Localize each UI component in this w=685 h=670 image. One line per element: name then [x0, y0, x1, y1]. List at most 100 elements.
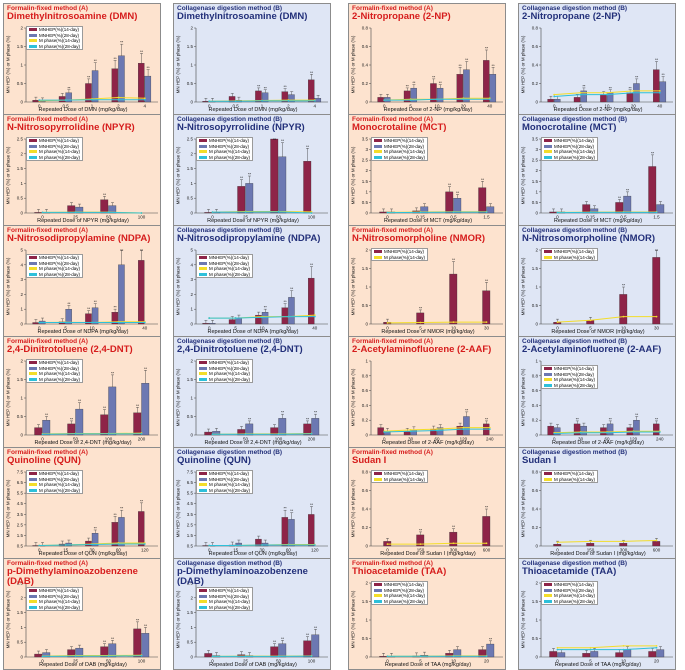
series-point: [590, 649, 592, 651]
bar: [35, 212, 43, 213]
legend-swatch: [374, 139, 382, 142]
legend-label: M phase(%)(28-day): [384, 155, 425, 160]
series-point: [633, 92, 635, 94]
x-axis-label: Repeated Dose of MCT (mg/kg/day): [519, 218, 676, 224]
y-tick-label: 2: [535, 581, 538, 586]
bar: [76, 409, 84, 435]
y-tick-label: 1: [190, 396, 193, 401]
significance-marker: **: [103, 639, 107, 644]
series-point: [387, 655, 389, 657]
bar: [312, 418, 320, 435]
y-axis-label: MN HEP (%) or M phase (%): [521, 585, 526, 655]
significance-marker: **: [485, 505, 489, 510]
legend-label: M phase(%)(28-day): [554, 383, 595, 388]
legend-label: MNHEP(%)(14-day): [39, 588, 79, 593]
legend-swatch: [544, 589, 552, 592]
legend-swatch: [544, 256, 552, 259]
significance-marker: **: [609, 85, 613, 90]
significance-marker: **: [281, 410, 285, 415]
legend-swatch: [29, 606, 37, 609]
bar: [203, 101, 209, 102]
bar: [138, 511, 144, 546]
significance-marker: **: [290, 508, 294, 513]
y-axis-label: MN HEP (%) or M phase (%): [351, 30, 356, 100]
bar: [101, 415, 109, 435]
legend-swatch: [199, 267, 207, 270]
chart-legend: MNHEP(%)(14-day)MNHEP(%)(28-day)M phase(…: [196, 137, 253, 161]
series-point: [387, 322, 389, 324]
y-tick-label: 4: [190, 262, 193, 267]
bar: [138, 260, 144, 324]
legend-label: MNHEP(%)(14-day): [554, 582, 594, 587]
y-tick-label: 1: [190, 307, 193, 312]
y-tick-label: 2: [20, 151, 23, 156]
legend-swatch: [29, 145, 37, 148]
series-line: [558, 646, 657, 648]
significance-marker: **: [67, 301, 71, 306]
y-tick-label: 0: [535, 322, 538, 327]
series-point: [420, 211, 422, 213]
legend-label: MNHEP(%)(14-day): [39, 360, 79, 365]
bar: [437, 88, 443, 102]
y-tick-label: 0: [535, 100, 538, 105]
significance-marker: **: [635, 412, 639, 417]
series-line: [388, 543, 487, 544]
y-tick-label: 1.5: [17, 610, 24, 615]
legend-label: M phase(%)(14-day): [384, 255, 425, 260]
y-axis-label: MN HEP (%) or M phase (%): [176, 30, 181, 100]
series-point: [387, 543, 389, 545]
y-tick-label: 0.2: [362, 525, 369, 530]
y-tick-label: 0.4: [362, 507, 369, 512]
y-tick-label: 2.5: [187, 137, 194, 142]
legend-swatch: [374, 472, 382, 475]
y-tick-label: 1.5: [362, 266, 369, 271]
series-point: [75, 655, 77, 657]
bar: [446, 192, 454, 213]
series-point: [656, 647, 658, 649]
series-point: [656, 540, 658, 542]
x-axis-label: Repeated Dose of NMOR (mg/kg/day): [519, 329, 676, 335]
legend-item: M phase(%)(28-day): [29, 488, 80, 494]
y-tick-label: 1: [535, 285, 538, 290]
legend-swatch: [199, 478, 207, 481]
y-tick-label: 0.6: [362, 488, 369, 493]
series-point: [623, 645, 625, 647]
series-point: [606, 92, 608, 94]
series-point: [557, 321, 559, 323]
chart-legend: MNHEP(%)(14-day)MNHEP(%)(28-day)M phase(…: [541, 137, 598, 161]
bar: [101, 200, 109, 213]
y-tick-label: 0: [535, 433, 538, 438]
legend-label: MNHEP(%)(14-day): [554, 471, 594, 476]
y-tick-label: 5.5: [187, 491, 194, 496]
y-axis-label: MN HEP (%) or M phase (%): [351, 252, 356, 322]
y-axis-label: MN HEP (%) or M phase (%): [351, 585, 356, 655]
significance-marker: **: [651, 150, 655, 155]
bar: [660, 82, 666, 102]
series-point: [633, 90, 635, 92]
x-axis-label: Repeated Dose of NPYR (mg/kg/day): [4, 218, 161, 224]
series-point: [557, 212, 559, 214]
legend-label: M phase(%)(28-day): [554, 599, 595, 604]
y-tick-label: 0.8: [532, 470, 539, 475]
bar: [550, 212, 558, 213]
y-tick-label: 1.5: [17, 533, 24, 538]
y-tick-label: 2.5: [362, 158, 369, 163]
bar: [378, 428, 384, 435]
series-point: [144, 99, 146, 101]
bar: [236, 318, 242, 324]
chart-title: N-Nitrosomorpholine (NMOR): [352, 234, 504, 244]
legend-item: M phase(%)(28-day): [29, 155, 80, 161]
legend-label: M phase(%)(14-day): [209, 371, 250, 376]
significance-marker: **: [120, 248, 124, 253]
x-axis-label: Repeated Dose of DMN (mg/kg/day): [174, 107, 331, 113]
series-point: [65, 322, 67, 324]
bar: [487, 207, 495, 213]
legend-swatch: [199, 489, 207, 492]
